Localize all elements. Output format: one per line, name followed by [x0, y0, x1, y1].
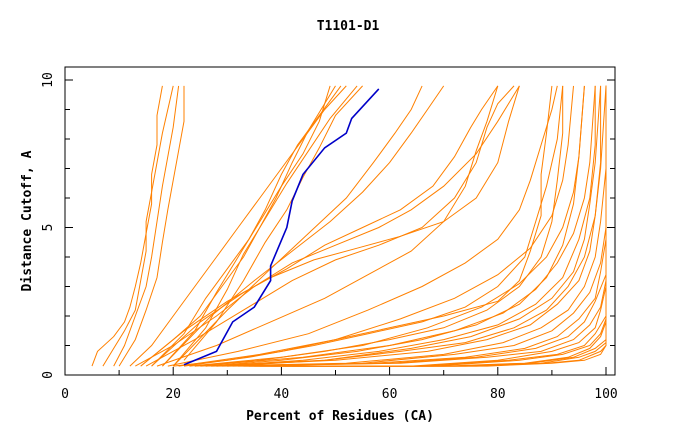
series-line-41	[162, 85, 445, 367]
highlight-series-line	[183, 88, 380, 366]
x-tick-label: 60	[382, 387, 398, 402]
series-line-3	[113, 85, 180, 367]
series-line-14	[167, 85, 558, 367]
plot-area	[64, 66, 616, 376]
highlight-layer	[183, 88, 380, 366]
series-line-24	[232, 85, 607, 367]
x-tick-label: 20	[165, 387, 181, 402]
series-line-16	[189, 85, 585, 367]
series-line-18	[200, 85, 602, 367]
series-line-33	[173, 85, 553, 367]
series-line-27	[248, 85, 607, 367]
series-line-4	[118, 85, 185, 367]
series-line-6	[140, 85, 336, 367]
series-line-39	[140, 85, 520, 367]
series-line-21	[216, 85, 607, 367]
series-line-5	[129, 85, 347, 367]
series-line-34	[194, 85, 564, 367]
series-line-42	[172, 85, 423, 367]
series-line-12	[145, 85, 515, 367]
series-line-20	[211, 85, 607, 367]
series-line-40	[151, 85, 499, 367]
x-tick-label: 40	[274, 387, 290, 402]
series-line-37	[227, 85, 602, 367]
series-line-2	[102, 85, 174, 367]
x-tick-label: 100	[594, 387, 617, 402]
series-line-26	[243, 85, 607, 367]
series-layer	[91, 85, 607, 367]
series-line-25	[238, 85, 607, 367]
series-line-15	[178, 85, 574, 367]
series-line-23	[227, 85, 607, 367]
series-line-22	[221, 85, 607, 367]
chart-title: T1101-D1	[317, 19, 380, 34]
y-axis-ticks: 0 5 10	[41, 72, 615, 379]
x-tick-label: 0	[61, 387, 69, 402]
series-line-17	[194, 85, 596, 367]
series-line-38	[183, 85, 564, 367]
x-axis-ticks: 0 20 40 60 80 100	[61, 367, 618, 402]
series-line-13	[156, 85, 499, 367]
y-tick-label: 5	[41, 224, 56, 232]
series-line-11	[135, 85, 520, 367]
series-line-36	[216, 85, 596, 367]
series-line-31	[281, 85, 607, 367]
series-line-32	[292, 85, 607, 367]
y-tick-label: 10	[41, 72, 56, 88]
y-axis-label: Distance Cutoff, A	[20, 150, 35, 291]
x-tick-label: 80	[490, 387, 506, 402]
series-line-8	[162, 85, 331, 367]
series-line-10	[183, 85, 363, 361]
series-line-35	[205, 85, 585, 367]
y-tick-label: 0	[41, 371, 56, 379]
series-line-7	[151, 85, 342, 367]
x-axis-label: Percent of Residues (CA)	[246, 409, 434, 424]
series-line-1	[91, 85, 163, 367]
